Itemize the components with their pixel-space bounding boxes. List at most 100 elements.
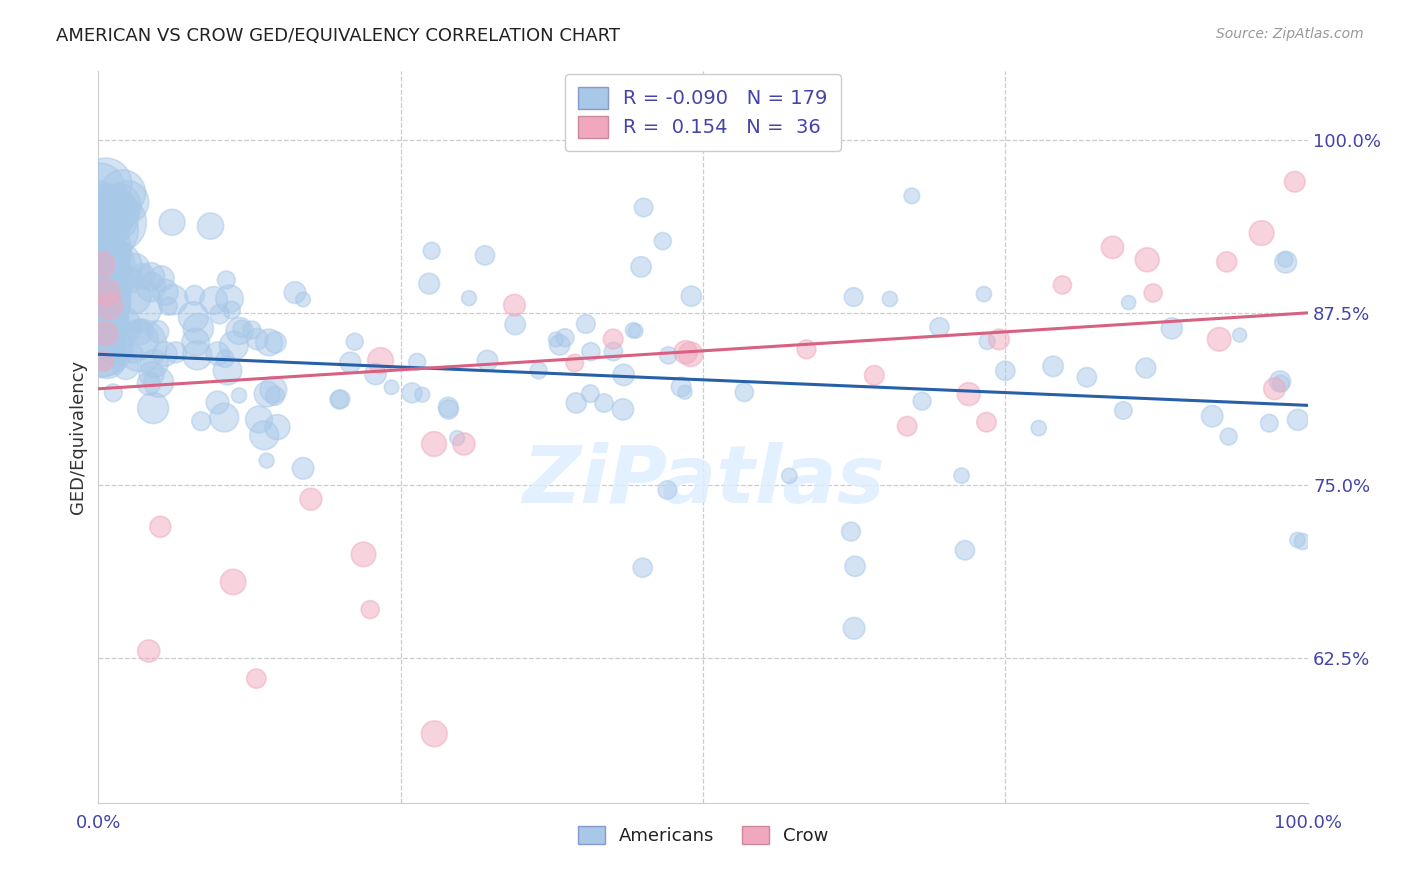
Point (148, 376, 170, 390)
Point (142, 401, 165, 415)
Point (253, 428, 276, 442)
Point (107, 293, 129, 308)
Point (953, 543, 976, 558)
Point (503, 298, 526, 312)
Point (994, 364, 1017, 378)
Point (129, 325, 152, 339)
Point (228, 388, 250, 402)
Point (129, 338, 152, 352)
Point (565, 396, 588, 410)
Point (1250, 226, 1272, 240)
Point (453, 437, 475, 451)
Point (844, 559, 866, 574)
Point (1215, 255, 1237, 269)
Point (679, 347, 702, 361)
Point (89, 321, 111, 335)
Point (418, 277, 440, 291)
Point (624, 324, 647, 338)
Point (245, 672, 267, 686)
Point (222, 574, 245, 589)
Point (217, 363, 239, 377)
Point (124, 298, 146, 312)
Point (149, 520, 172, 534)
Point (98, 299, 121, 313)
Point (339, 355, 361, 369)
Point (266, 420, 288, 434)
Point (681, 289, 703, 303)
Point (602, 332, 624, 346)
Point (207, 395, 229, 409)
Point (91, 303, 114, 318)
Point (423, 437, 446, 451)
Point (256, 453, 278, 467)
Point (108, 318, 131, 333)
Point (103, 260, 125, 275)
Point (91, 269, 114, 284)
Point (973, 287, 995, 301)
Point (114, 359, 136, 374)
Point (200, 219, 222, 233)
Point (89, 227, 111, 242)
Point (208, 307, 231, 321)
Point (103, 385, 125, 400)
Point (89, 240, 111, 254)
Point (1263, 382, 1285, 396)
Point (1142, 285, 1164, 300)
Point (90, 295, 112, 310)
Point (138, 644, 160, 658)
Point (1286, 533, 1309, 547)
Point (633, 201, 655, 215)
Point (477, 353, 499, 368)
Point (186, 348, 208, 362)
Point (1076, 370, 1098, 384)
Point (987, 332, 1010, 346)
Point (976, 415, 998, 429)
Point (124, 261, 146, 276)
Point (1218, 429, 1240, 443)
Point (94, 326, 117, 341)
Point (89, 341, 111, 355)
Point (796, 343, 818, 357)
Point (222, 338, 245, 352)
Point (1112, 403, 1135, 417)
Point (139, 269, 162, 284)
Point (89, 329, 111, 343)
Point (202, 293, 225, 308)
Point (1208, 332, 1230, 346)
Point (231, 322, 253, 336)
Point (1286, 413, 1309, 427)
Point (214, 410, 236, 425)
Point (579, 344, 602, 359)
Point (575, 317, 598, 331)
Point (90, 216, 112, 230)
Point (359, 602, 381, 616)
Point (901, 189, 924, 203)
Point (91, 211, 114, 225)
Point (631, 560, 654, 574)
Point (96, 205, 118, 219)
Point (411, 387, 433, 401)
Point (842, 290, 865, 304)
Point (96, 285, 118, 300)
Point (111, 186, 134, 200)
Point (1135, 361, 1157, 376)
Point (90, 318, 112, 333)
Point (143, 357, 166, 371)
Point (165, 345, 187, 359)
Point (423, 727, 446, 741)
Text: ZiPatlas: ZiPatlas (522, 442, 884, 520)
Point (117, 194, 139, 209)
Point (91, 243, 114, 257)
Point (1160, 321, 1182, 335)
Point (1042, 359, 1064, 374)
Point (96, 223, 118, 237)
Point (157, 299, 180, 313)
Point (602, 344, 624, 359)
Point (733, 385, 755, 400)
Point (503, 318, 526, 332)
Point (94, 290, 117, 304)
Point (128, 334, 150, 348)
Point (90, 346, 112, 360)
Point (139, 280, 162, 294)
Point (292, 293, 315, 307)
